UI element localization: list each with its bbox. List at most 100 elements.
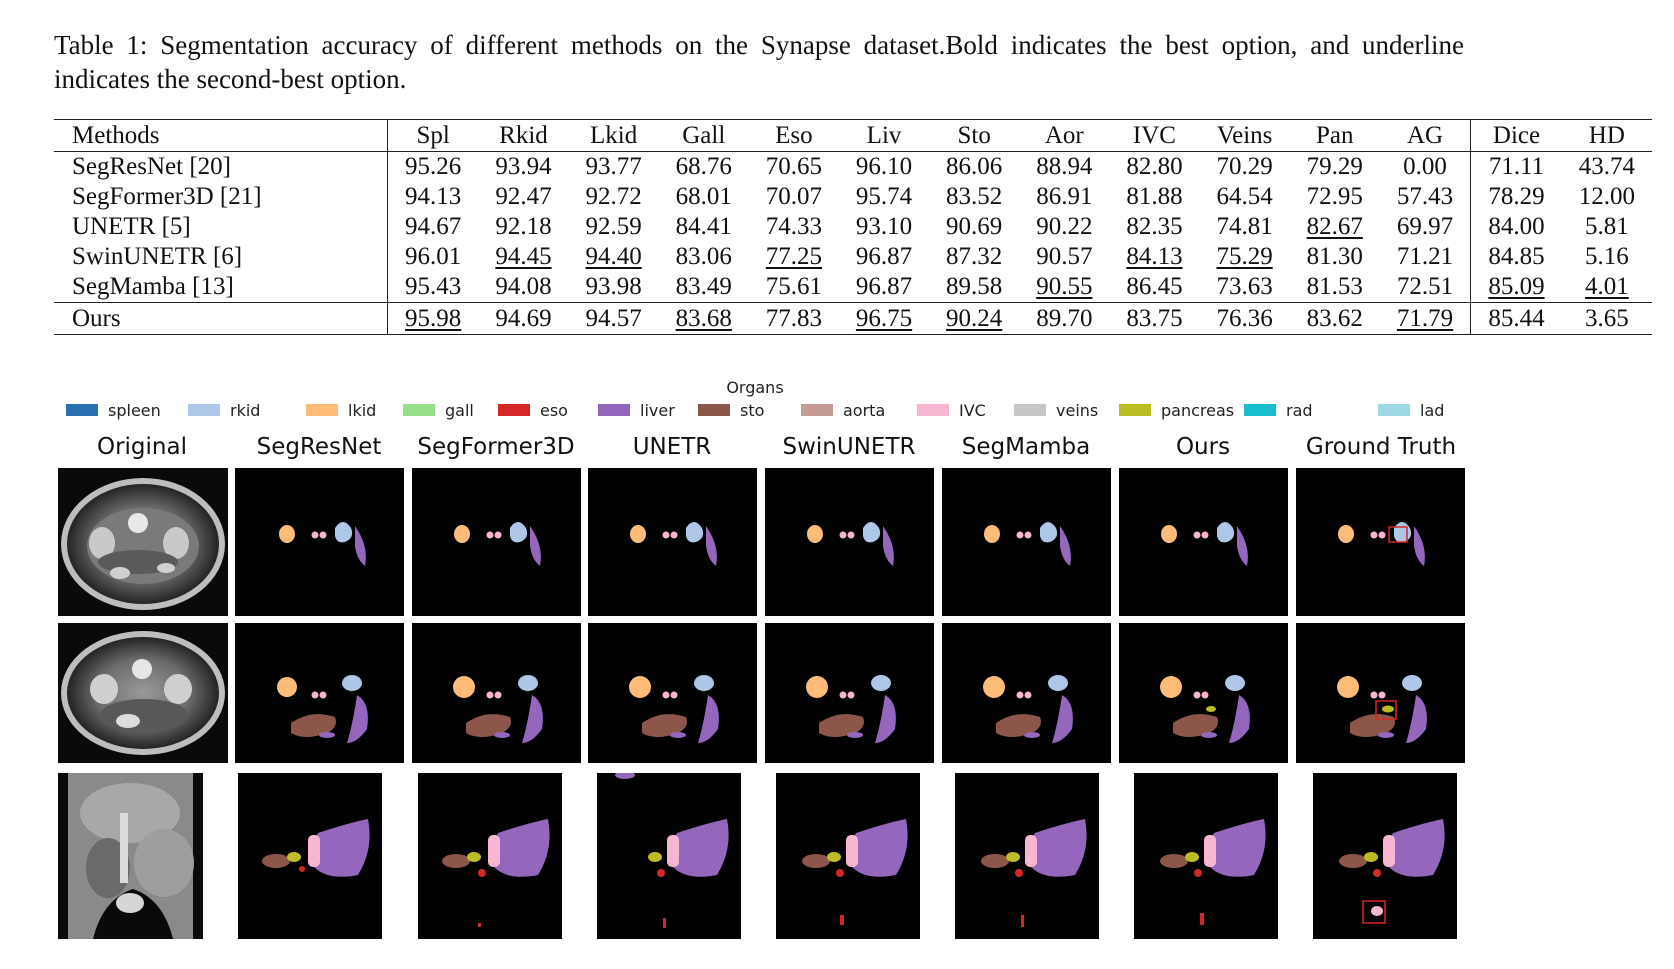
segmentation-segmamba-row3 <box>955 773 1099 939</box>
table-cell: 85.44 <box>1470 302 1562 335</box>
table-cell: 81.53 <box>1306 273 1363 300</box>
table-cell: 83.62 <box>1289 302 1380 335</box>
table-cell: 43.74 <box>1578 153 1635 180</box>
table-row: UNETR [5] 94.67 92.18 92.59 84.41 74.33 93.10 9… <box>54 212 1652 242</box>
legend-swatch <box>1119 404 1151 416</box>
legend-label: pancreas <box>1161 400 1235 420</box>
table-cell: 72.95 <box>1306 183 1363 210</box>
table-cell: 95.74 <box>855 183 913 210</box>
table-cell: 81.88 <box>1126 183 1183 210</box>
table-cell: 74.33 <box>765 213 823 240</box>
table-row: SegResNet [20] 95.26 93.94 93.77 68.76 70.65 9… <box>54 151 1652 182</box>
legend-swatch <box>801 404 833 416</box>
segmentation-unetr-row2 <box>588 623 757 763</box>
table-cell: 84.85 <box>1470 242 1562 272</box>
segmentation-segresnet-row1 <box>235 468 404 616</box>
legend-label: veins <box>1056 400 1099 420</box>
column-title-original: Original <box>96 434 187 460</box>
table-cell: 72.51 <box>1396 273 1454 300</box>
segmentation-unetr-row3 <box>597 773 741 939</box>
table-cell: 94.69 <box>478 302 569 335</box>
column-title-unetr: UNETR <box>632 434 712 460</box>
table-cell: 85.09 <box>1470 272 1562 303</box>
segmentation-segresnet-row2 <box>235 623 404 763</box>
table-cell: 68.01 <box>675 183 732 210</box>
table-cell: 93.10 <box>855 213 913 240</box>
legend-label: liver <box>640 400 675 420</box>
table-body: SegResNet [20] 95.26 93.94 93.77 68.76 70.65 9… <box>54 151 1652 335</box>
table-cell: 5.16 <box>1584 243 1629 270</box>
column-header-veins: Veins <box>1199 119 1290 152</box>
column-title-swinunetr: SwinUNETR <box>782 434 916 460</box>
table-header-row: Methods Spl Rkid Lkid Gall Eso Liv Sto Aor IVC Vei… <box>54 119 1652 152</box>
table-cell: 86.06 <box>946 153 1003 180</box>
legend-item-rad: rad <box>1244 401 1378 420</box>
segmentation-ground-truth-row1 <box>1296 468 1465 616</box>
table-cell: 82.67 <box>1306 213 1363 240</box>
segmentation-unetr-row1 <box>588 468 757 616</box>
legend-item-lad: lad <box>1378 401 1448 420</box>
table-cell: 77.25 <box>765 243 823 270</box>
column-header-spl: Spl <box>387 119 479 152</box>
method-name: Ours <box>54 302 388 335</box>
legend-item-pancreas: pancreas <box>1119 401 1244 420</box>
table-cell: 68.76 <box>675 153 732 180</box>
column-title-ground-truth: Ground Truth <box>1305 434 1457 460</box>
column-header-ag: AG <box>1379 119 1471 152</box>
segmentation-ours-row2 <box>1119 623 1288 763</box>
legend-swatch <box>498 404 530 416</box>
table-cell: 83.52 <box>946 183 1003 210</box>
table-cell: 89.70 <box>1019 302 1110 335</box>
legend-label: sto <box>740 400 765 420</box>
table-cell: 96.10 <box>855 153 913 180</box>
table-cell: 94.40 <box>585 243 642 270</box>
table-cell: 87.32 <box>946 243 1003 270</box>
table-cell: 70.29 <box>1216 153 1273 180</box>
table-cell: 70.65 <box>765 153 823 180</box>
table-cell: 79.29 <box>1306 153 1363 180</box>
legend-label: rkid <box>230 400 261 420</box>
table-cell: 92.59 <box>585 213 642 240</box>
legend-title: Organs <box>726 378 784 397</box>
table-cell: 86.91 <box>1036 183 1093 210</box>
legend-item-ivc: IVC <box>917 401 1014 420</box>
column-title-segresnet: SegResNet <box>256 434 382 460</box>
table-cell: 69.97 <box>1396 213 1454 240</box>
segmentation-ground-truth-row2 <box>1296 623 1465 763</box>
legend-item-gall: gall <box>403 401 498 420</box>
table-cell: 94.13 <box>405 183 462 210</box>
legend-label: eso <box>540 400 568 420</box>
segmentation-segformer3d-row1 <box>412 468 581 616</box>
table-cell: 96.87 <box>855 243 913 270</box>
table-row: SegFormer3D [21] 94.13 92.47 92.72 68.01 70.0… <box>54 182 1652 212</box>
legend-label: lkid <box>348 400 377 420</box>
table-cell: 95.26 <box>405 153 462 180</box>
table-cell: 74.81 <box>1216 213 1273 240</box>
table-cell: 93.94 <box>495 153 552 180</box>
table-cell: 96.87 <box>855 273 913 300</box>
table-cell: 96.75 <box>838 302 930 335</box>
table-cell: 92.18 <box>495 213 552 240</box>
table-cell: 64.54 <box>1216 183 1273 210</box>
table-row: SegMamba [13] 95.43 94.08 93.98 83.49 75.61 96… <box>54 272 1652 303</box>
legend-item-liver: liver <box>598 401 698 420</box>
table-cell: 84.13 <box>1126 243 1183 270</box>
column-title-ours: Ours <box>1175 434 1231 460</box>
legend-item-spleen: spleen <box>66 401 188 420</box>
table-cell: 83.75 <box>1109 302 1200 335</box>
ct-original-row2 <box>58 623 228 763</box>
table-cell: 71.11 <box>1470 151 1562 182</box>
legend-label: lad <box>1420 400 1445 420</box>
legend-swatch <box>66 404 98 416</box>
legend-swatch <box>188 404 220 416</box>
table-cell: 94.08 <box>495 273 552 300</box>
column-header-lkid: Lkid <box>568 119 659 152</box>
column-header-hd: HD <box>1561 119 1652 152</box>
legend-label: rad <box>1286 400 1313 420</box>
table-row: SwinUNETR [6] 96.01 94.45 94.40 83.06 77.25 96… <box>54 242 1652 272</box>
legend-label: gall <box>445 400 474 420</box>
table-cell: 75.29 <box>1216 243 1273 270</box>
table-cell: 82.80 <box>1126 153 1183 180</box>
ct-original-row3 <box>58 773 203 939</box>
table-cell: 90.24 <box>929 302 1020 335</box>
